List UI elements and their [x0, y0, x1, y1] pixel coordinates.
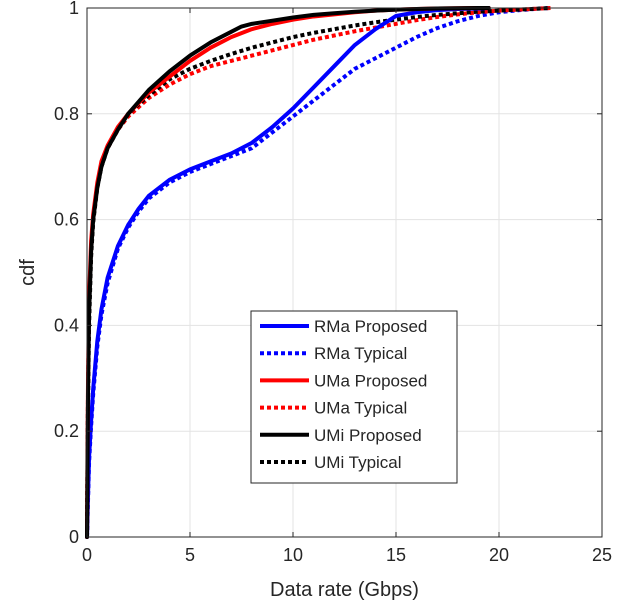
x-tick-label: 25 — [592, 545, 612, 565]
series-line-rma-proposed — [85, 6, 491, 539]
series-line-umi-proposed — [85, 6, 491, 539]
legend-label: UMi Typical — [314, 453, 402, 472]
y-tick-label: 1 — [69, 0, 79, 18]
y-axis-label: cdf — [17, 259, 39, 286]
axis-ticks: 0 5 10 15 20 25 0 0.2 0.4 0.6 0.8 1 — [54, 0, 612, 565]
y-tick-label: 0.6 — [54, 210, 79, 230]
series-layer — [85, 6, 551, 539]
x-tick-label: 5 — [185, 545, 195, 565]
legend-label: UMa Proposed — [314, 371, 427, 390]
legend-label: UMa Typical — [314, 399, 407, 418]
x-tick-label: 15 — [386, 545, 406, 565]
y-tick-label: 0 — [69, 527, 79, 547]
legend: RMa Proposed RMa Typical UMa Proposed UMa T… — [250, 310, 458, 484]
legend-box — [250, 310, 458, 484]
x-tick-label: 20 — [489, 545, 509, 565]
legend-label: RMa Proposed — [314, 317, 427, 336]
legend-label: RMa Typical — [314, 344, 407, 363]
x-tick-label: 0 — [82, 545, 92, 565]
x-axis-label: Data rate (Gbps) — [270, 579, 419, 601]
y-tick-label: 0.2 — [54, 421, 79, 441]
y-tick-label: 0.4 — [54, 315, 79, 335]
x-tick-label: 10 — [283, 545, 303, 565]
y-tick-label: 0.8 — [54, 104, 79, 124]
legend-label: UMi Proposed — [314, 426, 422, 445]
axes-box — [86, 7, 603, 538]
